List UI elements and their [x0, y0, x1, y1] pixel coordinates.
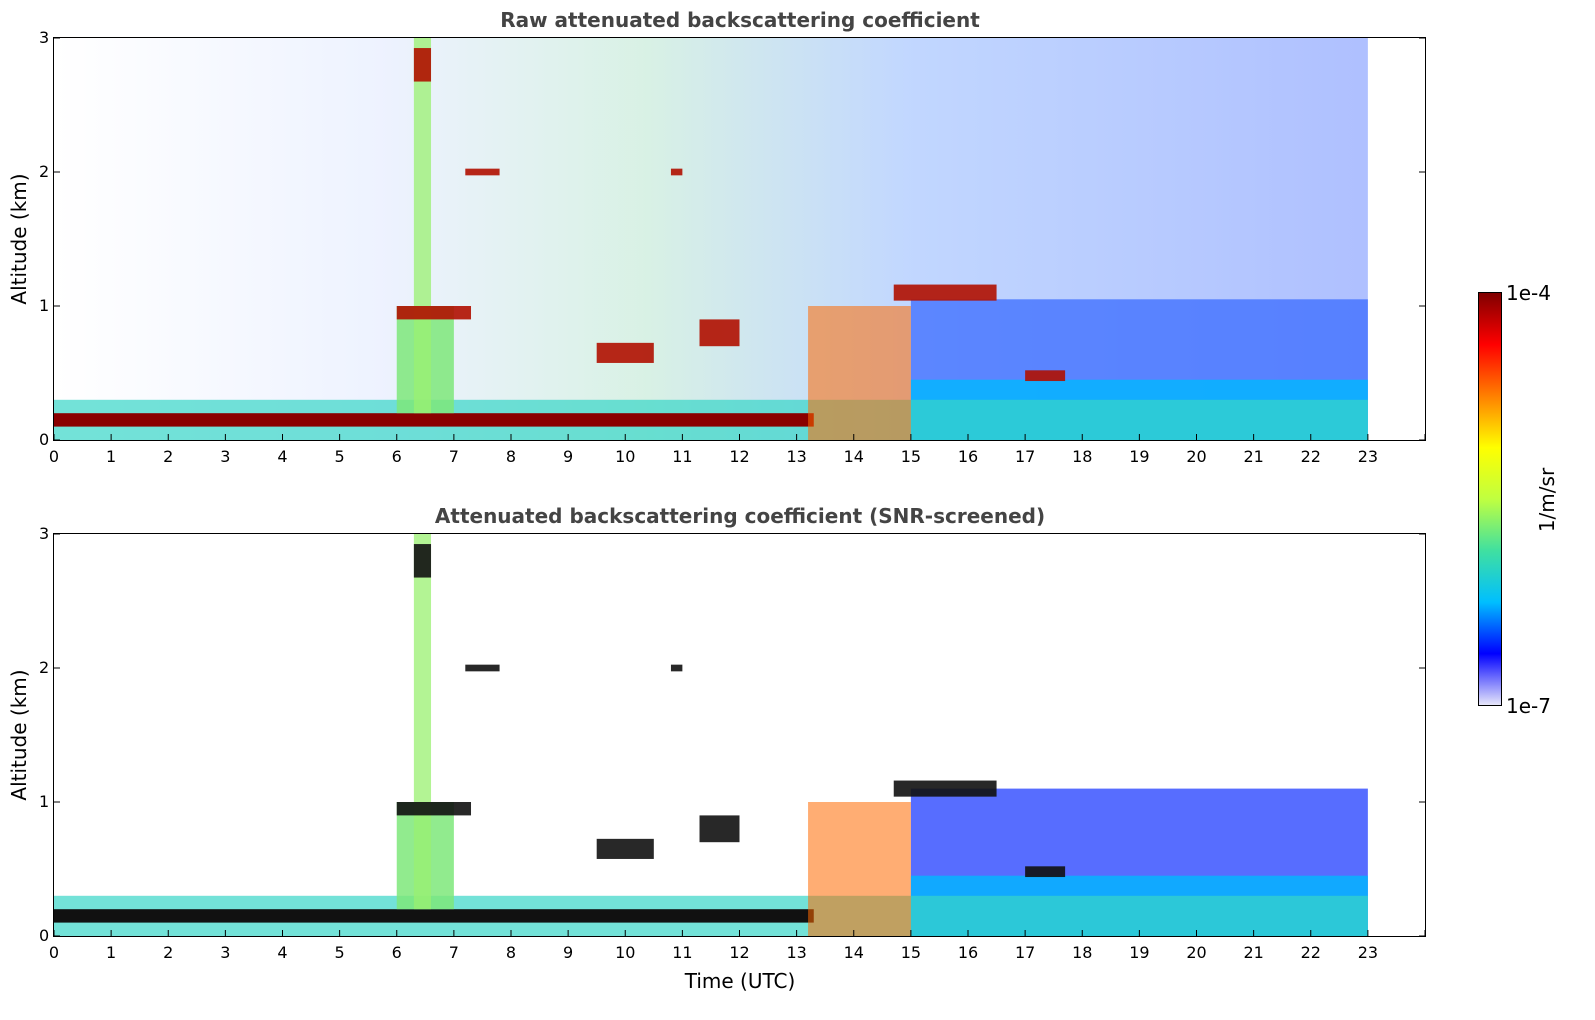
cloud-layer-3	[1025, 866, 1066, 878]
x-tick-label: 4	[277, 447, 288, 466]
bottom-plot-area	[53, 533, 1426, 937]
x-tick-label: 20	[1186, 447, 1207, 466]
axis-ticks-0	[54, 38, 1425, 440]
x-tick-label: 21	[1243, 447, 1264, 466]
top-y-axis-label: Altitude (km)	[7, 173, 31, 305]
y-tick-label: 3	[39, 28, 50, 47]
x-tick-label: 3	[220, 943, 231, 962]
x-tick-label: 12	[729, 943, 750, 962]
x-tick-label: 10	[615, 943, 636, 962]
cloud-layer-1	[596, 838, 654, 859]
x-tick-label: 6	[391, 447, 402, 466]
x-tick-label: 13	[786, 943, 807, 962]
cloud-layer-3	[1025, 370, 1066, 382]
x-tick-label: 15	[900, 943, 922, 962]
x-tick-label: 5	[334, 447, 345, 466]
x-tick-label: 5	[334, 943, 345, 962]
surface-layer	[54, 909, 814, 923]
cloud-layer-1	[596, 342, 654, 363]
y-tick-label: 2	[39, 658, 50, 677]
x-tick-label: 14	[843, 943, 864, 962]
colorbar-min-label: 1e-7	[1506, 694, 1551, 718]
x-tick-label: 16	[957, 447, 979, 466]
x-tick-label: 6	[391, 943, 402, 962]
heatmap-fill-0	[54, 38, 1368, 440]
colorbar-max-label: 1e-4	[1506, 281, 1551, 305]
x-tick-label: 3	[220, 447, 231, 466]
x-tick-label: 8	[505, 943, 517, 962]
x-tick-label: 9	[563, 447, 574, 466]
x-tick-label: 23	[1357, 447, 1379, 466]
x-tick-label: 10	[615, 447, 636, 466]
bottom-y-axis-label: Altitude (km)	[7, 669, 31, 801]
x-tick-label: 1	[106, 943, 117, 962]
x-axis-label: Time (UTC)	[684, 969, 796, 993]
x-tick-label: 18	[1072, 447, 1093, 466]
top-heatmap	[54, 38, 1425, 440]
colorbar	[1478, 292, 1502, 706]
x-tick-label: 18	[1072, 943, 1093, 962]
y-tick-label: 0	[39, 430, 50, 449]
x-tick-label: 23	[1357, 943, 1379, 962]
x-tick-label: 17	[1014, 943, 1036, 962]
x-tick-label: 19	[1129, 943, 1150, 962]
x-tick-label: 7	[448, 447, 459, 466]
x-tick-label: 22	[1300, 447, 1321, 466]
heatmap-fill-1	[54, 534, 1368, 936]
plume	[413, 38, 432, 414]
x-tick-label: 9	[563, 943, 574, 962]
x-tick-label: 16	[957, 943, 979, 962]
x-tick-label: 20	[1186, 943, 1207, 962]
cloud-layer-7	[699, 815, 740, 843]
x-tick-label: 22	[1300, 943, 1321, 962]
bottom-heatmap	[54, 534, 1425, 936]
y-tick-label: 0	[39, 926, 50, 945]
convective-region	[808, 802, 911, 936]
cloud-layer-7	[699, 319, 740, 347]
cloud-layer-0	[396, 802, 472, 816]
x-tick-label: 11	[672, 447, 693, 466]
cloud-layer-2	[893, 780, 997, 797]
top-plot-area	[53, 37, 1426, 441]
cloud-layer-0	[396, 306, 472, 320]
x-tick-label: 14	[843, 447, 864, 466]
y-tick-label: 3	[39, 524, 50, 543]
cloud-layer-5	[465, 168, 500, 176]
top-chart-title: Raw attenuated backscattering coefficien…	[500, 8, 980, 32]
x-tick-label: 21	[1243, 943, 1264, 962]
x-tick-label: 17	[1014, 447, 1036, 466]
convective-region	[808, 306, 911, 440]
y-tick-label: 1	[39, 296, 50, 315]
cloud-layer-6	[413, 48, 432, 82]
x-tick-label: 7	[448, 943, 459, 962]
y-tick-label: 1	[39, 792, 50, 811]
cloud-layer-5	[465, 664, 500, 672]
x-tick-label: 1	[106, 447, 117, 466]
y-tick-label: 2	[39, 162, 50, 181]
x-tick-label: 8	[505, 447, 517, 466]
x-tick-label: 2	[163, 943, 174, 962]
x-tick-label: 12	[729, 447, 750, 466]
cloud-layer-2	[893, 284, 997, 301]
x-tick-label: 13	[786, 447, 807, 466]
plume	[413, 534, 432, 910]
cloud-layer-6	[413, 544, 432, 578]
x-tick-label: 2	[163, 447, 174, 466]
bottom-chart-title: Attenuated backscattering coefficient (S…	[434, 504, 1046, 528]
cloud-layer-4	[670, 168, 683, 176]
cloud-layer-4	[670, 664, 683, 672]
axis-ticks-1	[54, 534, 1425, 936]
x-tick-label: 15	[900, 447, 922, 466]
x-tick-label: 0	[48, 447, 60, 466]
x-tick-label: 19	[1129, 447, 1150, 466]
surface-layer	[54, 413, 814, 427]
x-tick-label: 11	[672, 943, 693, 962]
x-tick-label: 0	[48, 943, 60, 962]
colorbar-unit-label: 1/m/sr	[1535, 467, 1559, 533]
x-tick-label: 4	[277, 943, 288, 962]
